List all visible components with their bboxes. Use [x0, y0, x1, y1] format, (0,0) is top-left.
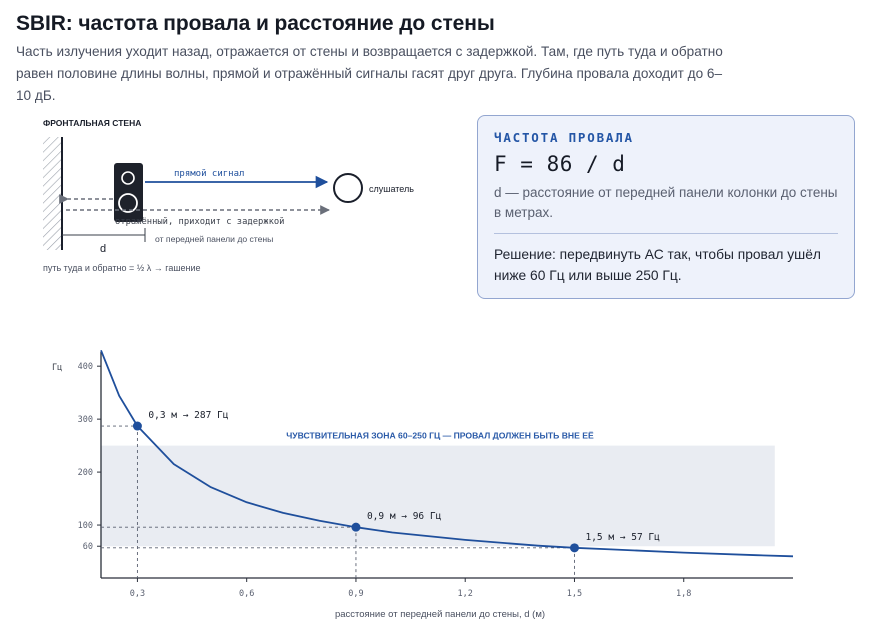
chart-x-label: расстояние от передней панели до стены, … [335, 609, 545, 620]
solution-text: Решение: передвинуть АС так, чтобы прова… [494, 247, 821, 283]
intro-text: Часть излучения уходит назад, отражается… [16, 44, 723, 103]
distance-symbol: d [100, 243, 106, 255]
sensitive-band [101, 445, 775, 547]
x-tick-label: 0,3 [130, 589, 145, 599]
formula-card-label: ЧАСТОТА ПРОВАЛА [494, 130, 634, 145]
path-note: путь туда и обратно = ½ λ → гашение [43, 263, 201, 273]
y-tick-label: 200 [78, 468, 93, 478]
point-label: 1,5 м → 57 Гц [585, 532, 660, 543]
y-tick-label: 100 [78, 521, 93, 531]
x-tick-label: 1,8 [676, 589, 691, 599]
data-point [351, 522, 361, 532]
data-point [132, 421, 142, 431]
chart-y-label: Гц [52, 363, 62, 373]
listener-icon [333, 173, 363, 203]
x-tick-label: 1,5 [567, 589, 582, 599]
formula: F = 86 / d [494, 152, 626, 176]
data-point [569, 543, 579, 553]
reflected-signal-label: отражённый, приходит с задержкой [115, 217, 284, 227]
x-tick-label: 0,9 [348, 589, 363, 599]
point-label: 0,9 м → 96 Гц [367, 511, 442, 522]
frequency-chart: ЧУВСТВИТЕЛЬНАЯ ЗОНА 60–250 ГЦ — ПРОВАЛ Д… [52, 349, 794, 620]
y-tick-label: 400 [78, 362, 93, 372]
y-tick-label: 300 [78, 415, 93, 425]
y-tick-label: 60 [83, 542, 93, 552]
x-tick-label: 1,2 [458, 589, 473, 599]
formula-card: ЧАСТОТА ПРОВАЛА F = 86 / d d — расстояни… [477, 115, 855, 299]
wall-hatch [43, 137, 62, 250]
listener-label: слушатель [369, 184, 414, 194]
formula-description: d — расстояние от передней панели колонк… [494, 185, 838, 220]
wall-label: ФРОНТАЛЬНАЯ СТЕНА [43, 118, 141, 128]
point-label: 0,3 м → 287 Гц [148, 410, 228, 421]
distance-note: от передней панели до стены [155, 234, 273, 244]
speaker-icon [114, 163, 143, 222]
sensitive-band-label: ЧУВСТВИТЕЛЬНАЯ ЗОНА 60–250 ГЦ — ПРОВАЛ Д… [286, 431, 594, 441]
direct-signal-label: прямой сигнал [174, 169, 244, 179]
page-title: SBIR: частота провала и расстояние до ст… [16, 12, 495, 35]
sbir-diagram: ФРОНТАЛЬНАЯ СТЕНА прямой сигнал слушател… [43, 118, 414, 273]
x-tick-label: 0,6 [239, 589, 254, 599]
formula-card-divider [494, 233, 838, 234]
